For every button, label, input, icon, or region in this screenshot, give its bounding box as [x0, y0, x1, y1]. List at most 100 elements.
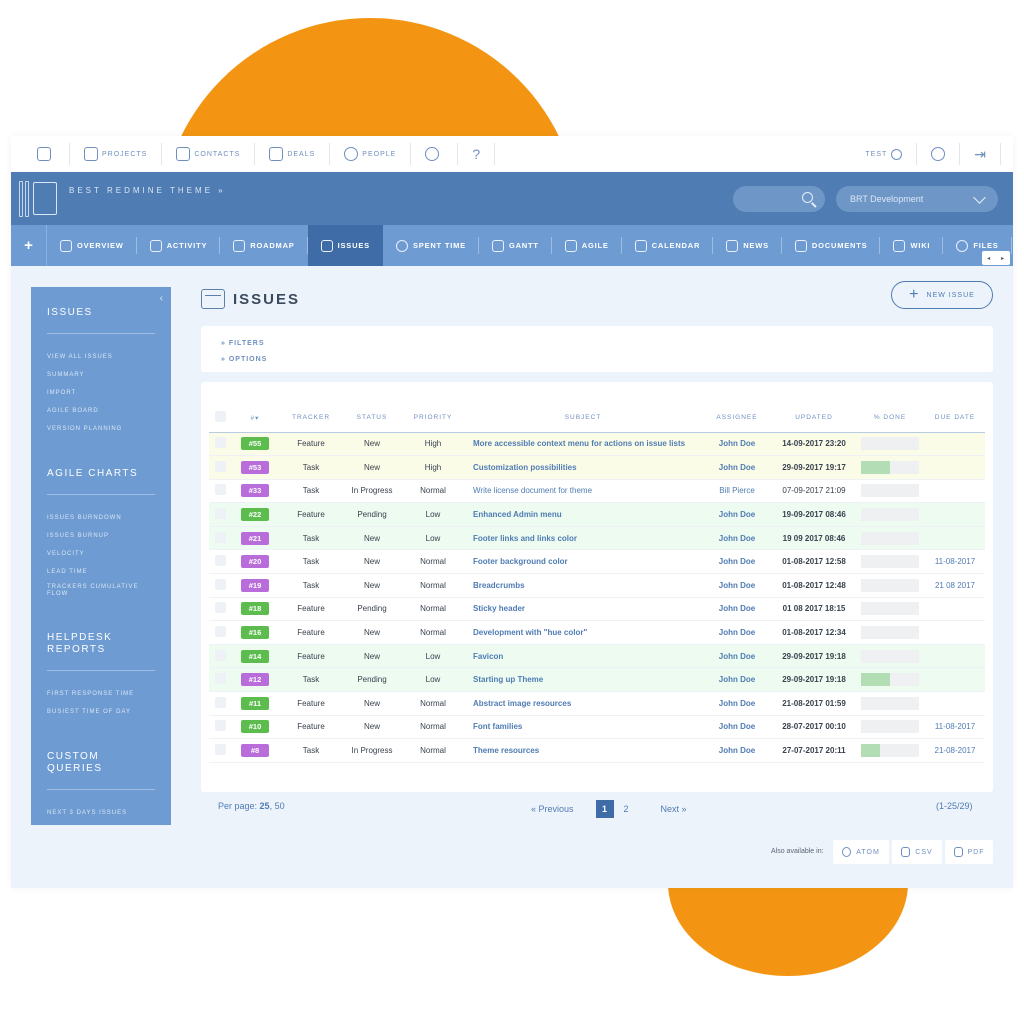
- issue-id-badge[interactable]: #11: [241, 696, 269, 710]
- row-select-cell[interactable]: [209, 526, 231, 551]
- next-page-link[interactable]: Next »: [660, 804, 687, 814]
- new-object-button[interactable]: +: [11, 225, 47, 266]
- tab-overview[interactable]: OVERVIEW: [47, 225, 137, 266]
- tab-agile[interactable]: AGILE: [552, 225, 622, 266]
- row-checkbox[interactable]: [214, 602, 226, 614]
- sidebar-link-view-all-issues[interactable]: VIEW ALL ISSUES: [47, 354, 113, 360]
- col-subject[interactable]: SUBJECT: [465, 404, 701, 433]
- assignee-link[interactable]: John Doe: [701, 644, 773, 669]
- export-pdf-link[interactable]: PDF: [945, 840, 993, 864]
- row-checkbox[interactable]: [214, 744, 226, 756]
- assignee-link[interactable]: John Doe: [701, 597, 773, 622]
- issue-id-badge[interactable]: #8: [241, 744, 269, 758]
- sidebar-link-next-3-days[interactable]: NEXT 3 DAYS ISSUES: [47, 810, 128, 816]
- table-row[interactable]: #12 Task Pending Low Starting up Theme John D…: [209, 667, 985, 693]
- assignee-link[interactable]: John Doe: [701, 549, 773, 575]
- row-select-cell[interactable]: [209, 573, 231, 598]
- tab-calendar[interactable]: CALENDAR: [622, 225, 714, 266]
- sidebar-link-first-response-time[interactable]: FIRST RESPONSE TIME: [47, 691, 135, 697]
- row-select-cell[interactable]: [209, 502, 231, 527]
- settings-link[interactable]: [411, 143, 459, 165]
- sidebar-link-velocity[interactable]: VELOCITY: [47, 551, 85, 557]
- assignee-link[interactable]: John Doe: [701, 526, 773, 551]
- row-checkbox[interactable]: [214, 508, 226, 520]
- row-checkbox[interactable]: [214, 696, 226, 708]
- project-selector[interactable]: BRT Development: [836, 186, 998, 212]
- projects-link[interactable]: PROJECTS: [70, 143, 163, 165]
- col-due-date[interactable]: DUE DATE: [925, 404, 985, 433]
- scroll-left-icon[interactable]: ◂: [987, 255, 991, 262]
- logout-link[interactable]: ⇥: [960, 143, 1001, 165]
- assignee-link[interactable]: John Doe: [701, 715, 773, 740]
- export-atom-link[interactable]: ATOM: [833, 840, 889, 864]
- export-csv-link[interactable]: CSV: [892, 840, 942, 864]
- sidebar-link-lead-time[interactable]: LEAD TIME: [47, 569, 88, 575]
- contacts-link[interactable]: CONTACTS: [162, 143, 256, 165]
- row-checkbox[interactable]: [214, 460, 226, 472]
- row-checkbox[interactable]: [214, 555, 226, 567]
- row-select-cell[interactable]: [209, 667, 231, 693]
- row-select-cell[interactable]: [209, 455, 231, 480]
- theme-name[interactable]: BEST REDMINE THEME »: [69, 186, 226, 195]
- tab-documents[interactable]: DOCUMENTS: [782, 225, 881, 266]
- sidebar-link-import[interactable]: IMPORT: [47, 390, 77, 396]
- sidebar-link-agile-board[interactable]: AGILE BOARD: [47, 408, 99, 414]
- tab-gantt[interactable]: GANTT: [479, 225, 552, 266]
- scroll-right-icon[interactable]: ▸: [1001, 255, 1005, 262]
- subject-link[interactable]: Sticky header: [465, 597, 701, 622]
- table-row[interactable]: #20 Task New Normal Footer background color J…: [209, 549, 985, 575]
- table-row[interactable]: #19 Task New Normal Breadcrumbs John Doe 01-08…: [209, 573, 985, 598]
- subject-link[interactable]: Font families: [465, 715, 701, 740]
- assignee-link[interactable]: Bill Pierce: [701, 479, 773, 504]
- table-row[interactable]: #16 Feature New Normal Development with "hue…: [209, 620, 985, 645]
- subject-link[interactable]: Favicon: [465, 644, 701, 669]
- tab-issues[interactable]: ISSUES: [307, 225, 383, 266]
- row-select-cell[interactable]: [209, 691, 231, 716]
- per-page-option-50[interactable]: , 50: [269, 801, 285, 811]
- issue-id-badge[interactable]: #55: [241, 437, 269, 451]
- row-checkbox[interactable]: [214, 649, 226, 661]
- sidebar-link-version-planning[interactable]: VERSION PLANNING: [47, 426, 123, 432]
- row-checkbox[interactable]: [214, 437, 226, 449]
- issue-id-badge[interactable]: #21: [241, 531, 269, 545]
- tab-files[interactable]: FILES: [943, 225, 1012, 266]
- col-id[interactable]: #▾: [231, 404, 279, 433]
- subject-link[interactable]: Customization possibilities: [465, 455, 701, 480]
- row-checkbox[interactable]: [214, 673, 226, 685]
- subject-link[interactable]: Abstract image resources: [465, 691, 701, 716]
- previous-page-link[interactable]: « Previous: [531, 804, 574, 814]
- sidebar-collapse-icon[interactable]: ‹: [159, 293, 163, 304]
- sidebar-link-busiest-time[interactable]: BUSIEST TIME OF DAY: [47, 709, 132, 715]
- row-select-cell[interactable]: [209, 715, 231, 740]
- row-select-cell[interactable]: [209, 479, 231, 504]
- table-row[interactable]: #18 Feature Pending Normal Sticky header John…: [209, 597, 985, 622]
- assignee-link[interactable]: John Doe: [701, 620, 773, 645]
- issue-id-badge[interactable]: #16: [241, 626, 269, 640]
- sidebar-link-issues-burnup[interactable]: ISSUES BURNUP: [47, 533, 110, 539]
- issue-id-badge[interactable]: #10: [241, 720, 269, 734]
- assignee-link[interactable]: John Doe: [701, 573, 773, 598]
- select-all-header[interactable]: [209, 404, 231, 433]
- row-select-cell[interactable]: [209, 644, 231, 669]
- subject-link[interactable]: Footer links and links color: [465, 526, 701, 551]
- issue-id-badge[interactable]: #19: [241, 578, 269, 592]
- row-checkbox[interactable]: [214, 531, 226, 543]
- table-row[interactable]: #22 Feature Pending Low Enhanced Admin menu J…: [209, 502, 985, 527]
- subject-link[interactable]: More accessible context menu for actions…: [465, 432, 701, 457]
- subject-link[interactable]: Footer background color: [465, 549, 701, 575]
- table-row[interactable]: #33 Task In Progress Normal Write license do…: [209, 479, 985, 504]
- assignee-link[interactable]: John Doe: [701, 667, 773, 693]
- table-row[interactable]: #8 Task In Progress Normal Theme resources Jo…: [209, 738, 985, 763]
- table-row[interactable]: #55 Feature New High More accessible context…: [209, 432, 985, 457]
- assignee-link[interactable]: John Doe: [701, 432, 773, 457]
- issue-id-badge[interactable]: #14: [241, 649, 269, 663]
- help-link[interactable]: ?: [458, 143, 496, 165]
- col-done[interactable]: % DONE: [855, 404, 925, 433]
- col-updated[interactable]: UPDATED: [773, 404, 855, 433]
- search-input[interactable]: [733, 186, 825, 212]
- assignee-link[interactable]: John Doe: [701, 691, 773, 716]
- filters-toggle[interactable]: » FILTERS: [221, 340, 265, 347]
- people-link[interactable]: PEOPLE: [330, 143, 412, 165]
- assignee-link[interactable]: John Doe: [701, 455, 773, 480]
- col-tracker[interactable]: TRACKER: [279, 404, 343, 433]
